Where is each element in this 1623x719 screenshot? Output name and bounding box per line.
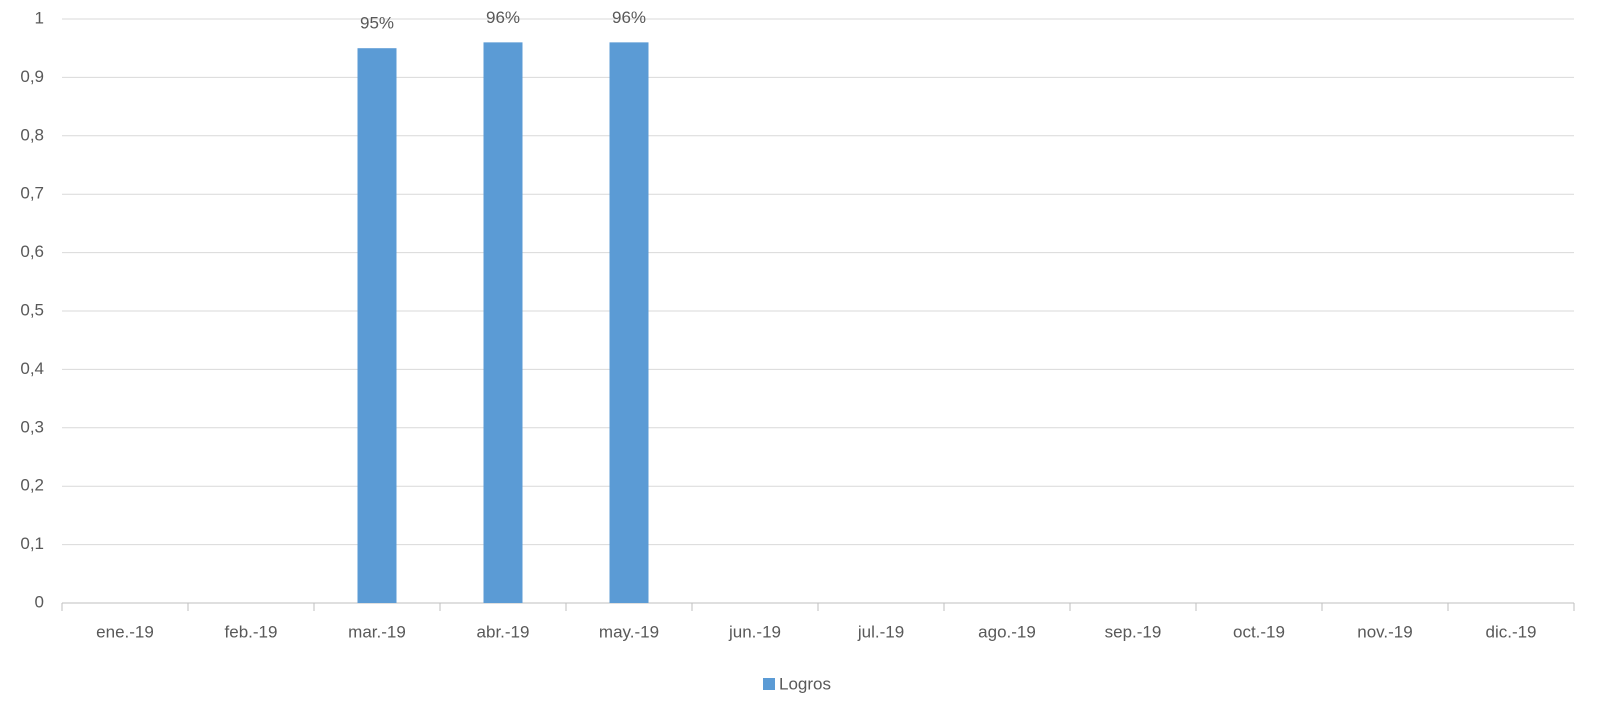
bar (610, 42, 649, 603)
x-tick-label: mar.-19 (348, 622, 406, 641)
legend-swatch (763, 678, 775, 690)
y-tick-label: 0,4 (20, 359, 44, 378)
y-tick-label: 0,3 (20, 417, 44, 436)
x-tick-label: ene.-19 (96, 622, 154, 641)
x-tick-label: nov.-19 (1357, 622, 1412, 641)
y-tick-label: 0,9 (20, 67, 44, 86)
data-label: 96% (486, 8, 520, 27)
x-tick-label: jun.-19 (728, 622, 781, 641)
y-tick-label: 0,8 (20, 125, 44, 144)
x-tick-label: jul.-19 (857, 622, 904, 641)
x-tick-label: may.-19 (599, 622, 659, 641)
y-tick-label: 0,5 (20, 300, 44, 319)
x-tick-label: abr.-19 (477, 622, 530, 641)
data-label: 95% (360, 14, 394, 33)
x-tick-label: dic.-19 (1485, 622, 1536, 641)
y-tick-label: 0,2 (20, 476, 44, 495)
y-tick-label: 1 (35, 8, 44, 27)
x-tick-label: oct.-19 (1233, 622, 1285, 641)
x-tick-label: sep.-19 (1105, 622, 1162, 641)
y-tick-label: 0,7 (20, 184, 44, 203)
x-tick-label: feb.-19 (225, 622, 278, 641)
data-label: 96% (612, 8, 646, 27)
x-tick-label: ago.-19 (978, 622, 1036, 641)
legend-label: Logros (779, 674, 831, 693)
y-tick-label: 0,6 (20, 242, 44, 261)
bar (358, 48, 397, 603)
chart: 0 0,1 0,2 0,3 0,4 0,5 0,6 0,7 0,8 0,9 1 ene.-19 feb.… (0, 0, 1623, 719)
bar (484, 42, 523, 603)
y-tick-label: 0,1 (20, 534, 44, 553)
y-tick-label: 0 (35, 592, 44, 611)
